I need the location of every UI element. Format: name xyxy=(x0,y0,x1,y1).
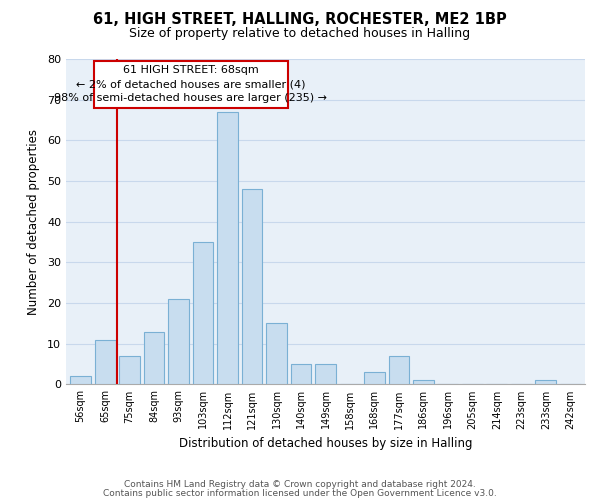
Bar xyxy=(413,380,434,384)
Y-axis label: Number of detached properties: Number of detached properties xyxy=(27,128,40,314)
FancyBboxPatch shape xyxy=(94,61,287,108)
Text: ← 2% of detached houses are smaller (4): ← 2% of detached houses are smaller (4) xyxy=(76,80,305,90)
Bar xyxy=(364,372,385,384)
Text: Contains HM Land Registry data © Crown copyright and database right 2024.: Contains HM Land Registry data © Crown c… xyxy=(124,480,476,489)
Text: Size of property relative to detached houses in Halling: Size of property relative to detached ho… xyxy=(130,28,470,40)
Bar xyxy=(193,242,214,384)
Bar xyxy=(119,356,140,384)
Text: 61, HIGH STREET, HALLING, ROCHESTER, ME2 1BP: 61, HIGH STREET, HALLING, ROCHESTER, ME2… xyxy=(93,12,507,28)
Bar xyxy=(266,324,287,384)
Bar xyxy=(168,299,189,384)
Text: 98% of semi-detached houses are larger (235) →: 98% of semi-detached houses are larger (… xyxy=(55,94,328,104)
Bar xyxy=(389,356,409,384)
Bar xyxy=(290,364,311,384)
Bar xyxy=(217,112,238,384)
X-axis label: Distribution of detached houses by size in Halling: Distribution of detached houses by size … xyxy=(179,437,472,450)
Text: Contains public sector information licensed under the Open Government Licence v3: Contains public sector information licen… xyxy=(103,488,497,498)
Text: 61 HIGH STREET: 68sqm: 61 HIGH STREET: 68sqm xyxy=(123,66,259,76)
Bar xyxy=(242,189,262,384)
Bar xyxy=(70,376,91,384)
Bar xyxy=(143,332,164,384)
Bar xyxy=(535,380,556,384)
Bar xyxy=(315,364,336,384)
Bar xyxy=(95,340,116,384)
